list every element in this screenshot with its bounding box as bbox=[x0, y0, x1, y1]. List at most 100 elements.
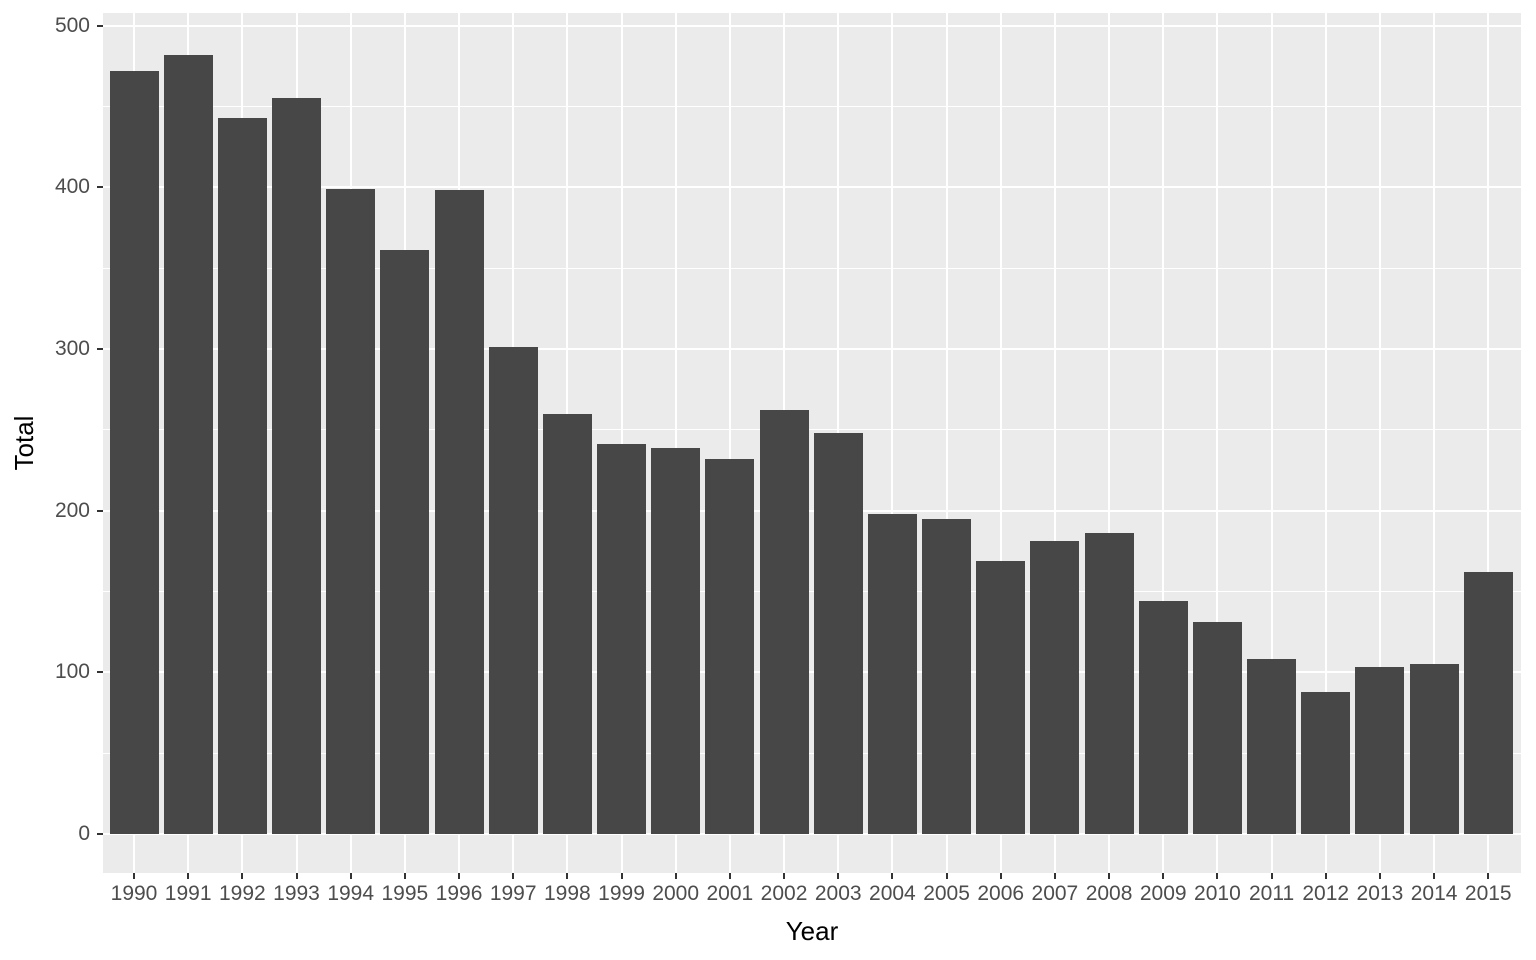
x-tick-label-2002: 2002 bbox=[760, 882, 808, 905]
bar-2012 bbox=[1301, 691, 1351, 834]
x-tick-label-1990: 1990 bbox=[110, 882, 158, 905]
minor-gridline-y-50 bbox=[103, 752, 1521, 754]
x-tick-label-2006: 2006 bbox=[977, 882, 1025, 905]
bar-2004 bbox=[867, 513, 917, 834]
bar-1993 bbox=[272, 98, 321, 834]
bar-1997 bbox=[488, 347, 538, 834]
x-tick-1995 bbox=[403, 873, 406, 879]
x-tick-label-1993: 1993 bbox=[273, 882, 320, 905]
x-tick-label-2003: 2003 bbox=[814, 882, 862, 905]
x-tick-label-2012: 2012 bbox=[1302, 882, 1350, 905]
major-gridline-x-2009 bbox=[1162, 13, 1165, 873]
x-tick-label-2013: 2013 bbox=[1356, 882, 1404, 905]
major-gridline-x-2012 bbox=[1324, 13, 1327, 873]
x-axis-title: Year bbox=[785, 916, 839, 946]
x-tick-1996 bbox=[458, 873, 461, 879]
x-tick-label-1997: 1997 bbox=[489, 882, 537, 905]
y-tick-label-500: 500 bbox=[54, 13, 90, 37]
major-gridline-x-2015 bbox=[1487, 13, 1490, 873]
major-gridline-x-2005 bbox=[945, 13, 948, 873]
x-tick-label-1996: 1996 bbox=[435, 882, 483, 905]
x-tick-2001 bbox=[728, 873, 731, 879]
bar-2007 bbox=[1030, 541, 1080, 834]
x-tick-label-1992: 1992 bbox=[218, 882, 266, 905]
x-tick-2004 bbox=[891, 873, 894, 879]
bar-1999 bbox=[597, 444, 647, 834]
y-tick-label-0: 0 bbox=[78, 822, 90, 845]
y-tick-label-300: 300 bbox=[54, 336, 90, 360]
bar-2003 bbox=[813, 432, 863, 834]
bar-2001 bbox=[705, 458, 755, 834]
y-tick-label-400: 400 bbox=[54, 175, 90, 199]
x-tick-1990 bbox=[133, 873, 135, 879]
major-gridline-y-300 bbox=[103, 347, 1521, 350]
bar-1998 bbox=[542, 413, 592, 834]
x-tick-label-1991: 1991 bbox=[164, 882, 212, 905]
bar-1994 bbox=[326, 188, 376, 834]
major-gridline-y-100 bbox=[103, 671, 1521, 674]
x-tick-2009 bbox=[1162, 873, 1165, 879]
x-tick-label-1994: 1994 bbox=[327, 882, 375, 905]
x-tick-2005 bbox=[945, 873, 948, 879]
minor-gridline-y-250 bbox=[103, 429, 1521, 431]
bar-2014 bbox=[1409, 664, 1459, 834]
bar-2006 bbox=[976, 560, 1026, 834]
x-tick-label-2005: 2005 bbox=[923, 882, 970, 905]
major-gridline-x-2000 bbox=[674, 13, 677, 873]
y-tick-label-100: 100 bbox=[54, 660, 90, 684]
chart-panel bbox=[103, 13, 1521, 873]
bar-2013 bbox=[1355, 667, 1405, 834]
minor-gridline-y-150 bbox=[103, 590, 1521, 592]
major-gridline-x-2010 bbox=[1216, 13, 1219, 873]
major-gridline-x-2008 bbox=[1108, 13, 1111, 873]
x-tick-1992 bbox=[241, 873, 244, 879]
x-tick-1997 bbox=[512, 873, 515, 879]
y-tick-300 bbox=[97, 347, 103, 350]
x-tick-1991 bbox=[187, 873, 190, 879]
bar-1991 bbox=[163, 54, 213, 834]
major-gridline-x-2014 bbox=[1433, 13, 1436, 873]
x-tick-2011 bbox=[1270, 873, 1273, 879]
bar-2005 bbox=[922, 518, 972, 834]
bar-2010 bbox=[1192, 622, 1242, 834]
x-tick-1993 bbox=[295, 873, 298, 879]
bar-1995 bbox=[380, 250, 430, 834]
x-tick-label-2004: 2004 bbox=[869, 882, 916, 905]
minor-gridline-y-350 bbox=[103, 267, 1521, 269]
bar-1996 bbox=[434, 190, 484, 834]
x-tick-label-2001: 2001 bbox=[706, 882, 754, 905]
x-tick-2003 bbox=[837, 873, 840, 879]
x-tick-1999 bbox=[620, 873, 623, 879]
bar-2009 bbox=[1138, 601, 1188, 834]
x-tick-label-2014: 2014 bbox=[1410, 882, 1458, 905]
y-tick-400 bbox=[97, 186, 103, 189]
bar-1992 bbox=[217, 117, 267, 834]
x-tick-label-2015: 2015 bbox=[1464, 882, 1512, 905]
x-tick-label-2010: 2010 bbox=[1194, 882, 1241, 905]
x-tick-label-2009: 2009 bbox=[1139, 882, 1187, 905]
major-gridline-x-1999 bbox=[620, 13, 623, 873]
x-tick-2008 bbox=[1108, 873, 1111, 879]
x-tick-2014 bbox=[1433, 873, 1436, 879]
bar-2000 bbox=[651, 447, 701, 834]
major-gridline-x-2001 bbox=[728, 13, 731, 873]
minor-gridline-y-450 bbox=[103, 105, 1521, 107]
major-gridline-x-2007 bbox=[1053, 13, 1056, 873]
x-tick-label-2008: 2008 bbox=[1085, 882, 1133, 905]
x-tick-label-2011: 2011 bbox=[1248, 882, 1295, 905]
x-tick-2013 bbox=[1378, 873, 1381, 879]
x-tick-1998 bbox=[566, 873, 569, 879]
x-tick-2012 bbox=[1324, 873, 1327, 879]
bar-2008 bbox=[1084, 533, 1134, 834]
y-tick-500 bbox=[97, 24, 103, 27]
x-tick-label-2000: 2000 bbox=[652, 882, 700, 905]
x-tick-label-1999: 1999 bbox=[598, 882, 645, 905]
x-tick-label-1995: 1995 bbox=[381, 882, 429, 905]
x-tick-label-2007: 2007 bbox=[1031, 882, 1079, 905]
y-tick-200 bbox=[97, 509, 103, 512]
major-gridline-x-2013 bbox=[1378, 13, 1381, 873]
major-gridline-y-500 bbox=[103, 24, 1521, 27]
x-tick-label-1998: 1998 bbox=[544, 882, 591, 905]
major-gridline-x-2011 bbox=[1270, 13, 1273, 873]
